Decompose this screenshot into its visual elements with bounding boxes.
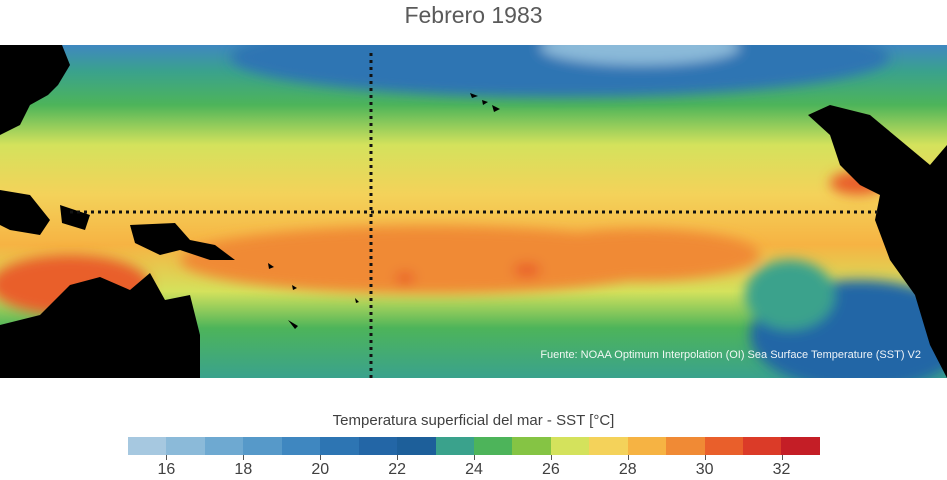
- colorbar-tick: [704, 455, 706, 460]
- colorbar-tick-label: 26: [541, 461, 560, 478]
- colorbar-swatch: [512, 437, 551, 455]
- asia-landmass: [0, 45, 70, 135]
- sst-map: [0, 45, 947, 378]
- colorbar-swatch: [550, 437, 590, 455]
- light-pool-north: [540, 45, 740, 65]
- hawaii-islands: [470, 93, 500, 112]
- colorbar-tick: [166, 455, 168, 460]
- cold-pool-north: [230, 45, 890, 97]
- colorbar-ticks: 16 18 20 22 24 26 28 30 32: [128, 455, 820, 480]
- colorbar-tick: [243, 455, 245, 460]
- map-title: Febrero 1983: [404, 2, 543, 28]
- colorbar-tick-label: 16: [157, 461, 176, 478]
- colorbar-swatch: [358, 437, 398, 455]
- hot-spot-central: [513, 263, 541, 277]
- colorbar-tick-label: 28: [618, 461, 637, 478]
- colorbar-tick: [474, 455, 475, 460]
- colorbar-swatch: [166, 437, 205, 455]
- colorbar-swatch: [589, 437, 628, 455]
- teal-tongue-southeast: [745, 260, 835, 330]
- colorbar-swatch: [243, 437, 282, 455]
- colorbar-swatch: [743, 437, 782, 455]
- data-source-note: Fuente: NOAA Optimum Interpolation (OI) …: [540, 349, 921, 361]
- colorbar-swatch: [781, 437, 820, 455]
- colorbar-tick: [781, 455, 783, 460]
- colorbar-swatch: [397, 437, 436, 455]
- colorbar-tick: [550, 455, 552, 460]
- colorbar-tick-label: 22: [388, 461, 406, 478]
- hot-spot-west: [395, 272, 415, 284]
- colorbar-tick-label: 18: [234, 461, 253, 478]
- colorbar-swatch: [666, 437, 705, 455]
- colorbar-swatch: [473, 437, 513, 455]
- colorbar-tick-label: 20: [311, 461, 330, 478]
- colorbar-swatch: [435, 437, 474, 455]
- colorbar-title: Temperatura superficial del mar - SST [°…: [332, 412, 615, 429]
- colorbar-swatch: [281, 437, 321, 455]
- colorbar-swatch: [627, 437, 667, 455]
- colorbar-tick: [397, 455, 399, 460]
- indonesia-landmass: [0, 190, 235, 260]
- colorbar: [128, 437, 820, 455]
- colorbar-tick-label: 32: [772, 461, 791, 478]
- colorbar-tick-label: 30: [695, 461, 714, 478]
- colorbar-swatch: [704, 437, 743, 455]
- colorbar-tick: [627, 455, 629, 460]
- colorbar-swatch: [128, 437, 167, 455]
- colorbar-swatch: [204, 437, 244, 455]
- warm-band-east: [520, 229, 760, 281]
- colorbar-swatch: [320, 437, 359, 455]
- colorbar-tick: [320, 455, 322, 460]
- australia-landmass: [0, 273, 200, 378]
- colorbar-tick-label: 24: [465, 461, 483, 478]
